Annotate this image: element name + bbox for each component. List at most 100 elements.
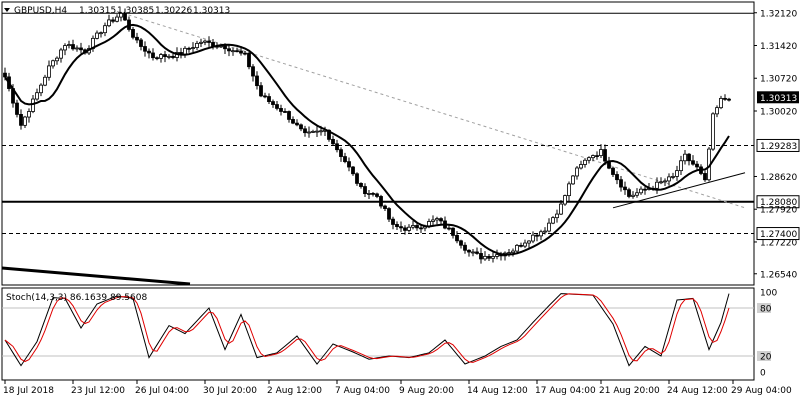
symbol-dropdown-icon[interactable] xyxy=(4,8,10,12)
candle-body xyxy=(55,57,59,62)
candle-body xyxy=(191,47,195,50)
candle-body xyxy=(719,97,723,109)
candle-body xyxy=(595,155,599,157)
time-axis: 18 Jul 2018 23 Jul 12:00 26 Jul 04:00 30 Ju… xyxy=(3,380,792,396)
ohlc-close: 1.30313 xyxy=(193,6,230,16)
stoch-tick-label: 80 xyxy=(760,305,772,315)
candle-body xyxy=(583,159,587,165)
moving-average-line xyxy=(4,23,730,256)
candle-body xyxy=(67,44,71,46)
candle-body xyxy=(267,96,271,102)
candle-body xyxy=(15,102,19,115)
candle-body xyxy=(287,111,291,120)
time-tick-label: 29 Aug 04:00 xyxy=(731,386,792,396)
candle-body xyxy=(591,155,595,159)
candle-body xyxy=(687,153,691,162)
candle-body xyxy=(47,65,51,78)
candle-body xyxy=(103,25,107,34)
candle-body xyxy=(631,194,635,197)
time-tick-label: 9 Aug 20:00 xyxy=(399,386,454,396)
candle-body xyxy=(703,173,707,181)
candle-body xyxy=(535,234,539,237)
candle-body xyxy=(275,104,279,109)
candle-body xyxy=(675,170,679,177)
candle-body xyxy=(639,188,643,194)
candle-body xyxy=(479,253,483,260)
candle-body xyxy=(75,47,79,50)
candle-body xyxy=(663,180,667,183)
candle-body xyxy=(111,19,115,22)
candle-body xyxy=(295,122,299,126)
candle-body xyxy=(139,39,143,47)
time-tick-label: 26 Jul 04:00 xyxy=(135,386,189,396)
candle-body xyxy=(575,167,579,177)
candle-body xyxy=(255,75,259,87)
candle-body xyxy=(643,188,647,191)
price-level-label: 1.27400 xyxy=(760,230,797,240)
candle-body xyxy=(303,128,307,134)
ohlc-open: 1.30315 xyxy=(79,6,116,16)
price-tick-label: 1.30020 xyxy=(760,107,797,117)
lower-trendline xyxy=(1,266,191,286)
candle-body xyxy=(539,231,543,237)
time-tick-label: 21 Aug 20:00 xyxy=(599,386,660,396)
candle-body xyxy=(107,19,111,27)
candle-body xyxy=(167,55,171,58)
candle-body xyxy=(163,54,167,58)
current-price-label: 1.30313 xyxy=(760,94,797,104)
price-level-label: 1.28080 xyxy=(760,198,797,208)
stoch-level-tag xyxy=(757,351,771,361)
candle-body xyxy=(415,225,419,229)
candle-body xyxy=(23,116,27,126)
candle-body xyxy=(279,108,283,112)
candle-body xyxy=(171,55,175,58)
candle-body xyxy=(199,41,203,44)
price-tick-label: 1.26540 xyxy=(760,270,797,280)
candle-body xyxy=(511,250,515,254)
candle-body xyxy=(547,222,551,232)
candle-body xyxy=(459,240,463,246)
candle-body xyxy=(659,181,663,184)
candle-body xyxy=(151,52,155,59)
candle-body xyxy=(243,52,247,55)
candle-body xyxy=(291,119,295,124)
candle-body xyxy=(135,36,139,41)
price-tick-label: 1.32120 xyxy=(760,9,797,19)
candle-body xyxy=(391,218,395,225)
price-pane-frame xyxy=(1,1,755,286)
candle-body xyxy=(611,167,615,175)
candle-body xyxy=(519,244,523,247)
stochastic-oscillator xyxy=(2,293,754,367)
candle-body xyxy=(495,254,499,257)
candle-body xyxy=(411,225,415,228)
candle-body xyxy=(431,219,435,222)
time-tick-label: 14 Aug 12:00 xyxy=(467,386,528,396)
candle-body xyxy=(667,176,671,182)
candle-body xyxy=(223,45,227,50)
candle-body xyxy=(711,113,715,150)
candle-body xyxy=(679,160,683,172)
candle-body xyxy=(119,13,123,18)
time-tick-label: 7 Aug 04:00 xyxy=(335,386,390,396)
stoch-d-line xyxy=(4,293,730,363)
candle-body xyxy=(491,256,495,259)
candle-body xyxy=(403,227,407,231)
candle-body xyxy=(439,218,443,222)
candle-body xyxy=(559,203,563,215)
candle-body xyxy=(155,57,159,60)
candle-body xyxy=(143,46,147,52)
candle-body xyxy=(43,76,47,86)
candle-body xyxy=(263,95,267,98)
candle-body xyxy=(399,226,403,229)
candle-body xyxy=(207,40,211,43)
price-tick-label: 1.27920 xyxy=(760,206,797,216)
candle-body xyxy=(39,84,43,94)
candle-body xyxy=(567,183,571,197)
stoch-tick-label: 0 xyxy=(760,369,766,379)
candle-body xyxy=(691,160,695,165)
time-tick-label: 23 Jul 12:00 xyxy=(71,386,125,396)
candle-body xyxy=(355,173,359,184)
stoch-tick-label: 100 xyxy=(760,289,777,299)
candle-body xyxy=(63,45,67,51)
